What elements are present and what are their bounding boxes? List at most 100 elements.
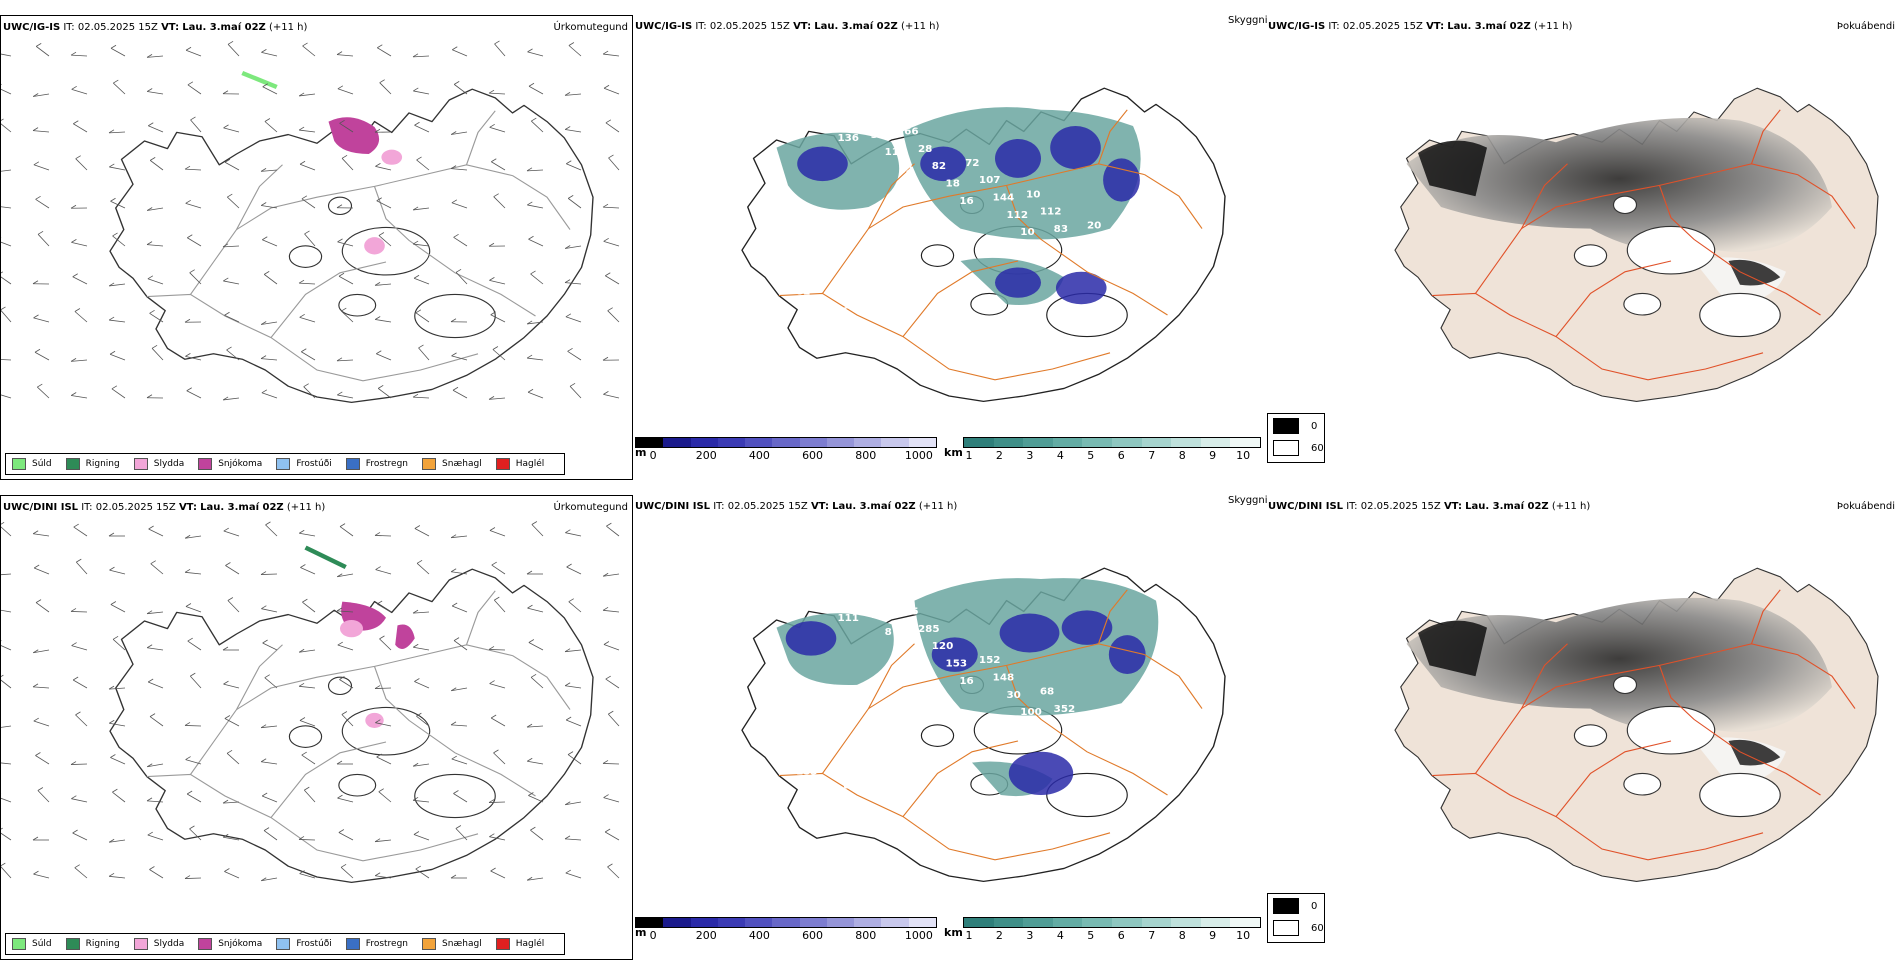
cloud-base-value: 101 — [777, 102, 799, 113]
legend-swatch — [12, 938, 26, 950]
wind-barb — [75, 312, 87, 322]
wind-barb — [489, 802, 505, 803]
cloud-base-value: 11 — [857, 593, 871, 604]
cloud-base-value: 86 — [843, 781, 857, 792]
panel-title-2b: UWC/DINI ISL IT: 02.05.2025 15Z VT: Lau.… — [635, 501, 957, 512]
colorbar-tick-label: 4 — [1057, 929, 1064, 942]
colorbar-segment — [718, 918, 745, 927]
wind-barb — [565, 839, 581, 840]
legend-swatch — [66, 938, 80, 950]
precip-legend-item: Slydda — [134, 458, 184, 470]
wind-barb-flag — [73, 677, 78, 680]
wind-barb-flag — [152, 345, 157, 348]
wind-barb-flag — [609, 155, 614, 158]
wind-barb-flag — [228, 597, 233, 600]
cloud-base-value: 74 — [1081, 259, 1095, 270]
colorbar-tick-label: 200 — [696, 449, 717, 462]
wind-barb — [224, 871, 239, 878]
wind-barb — [188, 85, 201, 94]
cloud-map-1: 1011361216107484961191811277284638821448… — [633, 15, 1266, 480]
glacier-outline — [1627, 226, 1714, 274]
cloud-base-value: 16 — [959, 196, 973, 207]
wind-barb-flag — [34, 315, 39, 318]
wind-barb-flag — [186, 47, 191, 50]
colorbar-segment — [1201, 918, 1231, 927]
colorbar-tick-label: 9 — [1209, 449, 1216, 462]
wind-barb — [608, 714, 619, 726]
wind-barb — [109, 320, 125, 322]
colorbar-segment — [994, 438, 1024, 447]
wind-barb-flag — [1, 307, 6, 310]
cloud-base-value: 82 — [932, 161, 946, 172]
wind-barb — [491, 871, 505, 878]
wind-barb-flag — [36, 43, 41, 46]
wind-barb-flag — [569, 599, 574, 602]
legend-swatch — [276, 938, 290, 950]
wind-barb — [38, 234, 49, 246]
wind-barb-flag — [605, 829, 610, 832]
cloud-base-value: 68 — [1040, 687, 1054, 698]
precip-type-panel-1: UWC/IG-IS IT: 02.05.2025 15Z VT: Lau. 3.… — [0, 15, 633, 480]
wind-barb-flag — [185, 569, 190, 572]
wind-barb-flag — [224, 868, 229, 871]
wind-barb-flag — [490, 528, 495, 531]
wind-barb-flag — [36, 196, 41, 199]
colorbar-segment — [1082, 918, 1112, 927]
wind-barb — [603, 54, 619, 56]
wind-barb — [148, 835, 163, 840]
cloud-base-value: 96 — [824, 116, 838, 127]
wind-barb-flag — [33, 531, 38, 534]
wind-barb — [110, 354, 125, 360]
cloud-base-value: 10 — [1026, 190, 1040, 201]
precip-area-sleet — [364, 237, 385, 254]
wind-barb-flag — [527, 571, 532, 574]
wind-barb — [603, 394, 619, 398]
wind-barb — [151, 564, 163, 574]
wind-barb-flag — [451, 875, 456, 878]
wind-barb-flag — [147, 798, 152, 801]
colorbar-segment — [964, 438, 994, 447]
wind-barb-flag — [377, 45, 382, 48]
precip-type-map-2 — [1, 496, 634, 961]
wind-barb-flag — [113, 80, 118, 83]
wind-barb — [300, 567, 315, 574]
wind-barb — [38, 790, 49, 802]
wind-barb-flag — [337, 52, 342, 55]
legend-label: Súld — [32, 939, 52, 949]
wind-barb — [33, 131, 49, 132]
wind-barb — [261, 609, 277, 612]
wind-barb-flag — [566, 314, 571, 317]
legend-label: Frostúði — [296, 939, 331, 949]
wind-barb-flag — [603, 607, 608, 610]
colorbar-tick-label: 400 — [749, 449, 770, 462]
colorbar-strip — [635, 917, 937, 928]
colorbar-segment — [663, 438, 690, 447]
wind-barb-flag — [147, 88, 152, 91]
wind-barb — [73, 277, 87, 284]
wind-barb — [453, 390, 467, 398]
wind-barb — [1, 206, 11, 208]
cloud-base-value: 152 — [979, 655, 1001, 666]
wind-barb — [191, 120, 201, 132]
colorbar-segment — [636, 438, 663, 447]
wind-barb-flag — [111, 601, 116, 604]
wind-barb — [71, 55, 87, 56]
wind-barb-flag — [224, 528, 229, 531]
colorbar-tick-label: 7 — [1148, 449, 1155, 462]
colorbar-strip — [963, 917, 1261, 928]
wind-barb-flag — [34, 162, 39, 165]
wind-barb-flag — [1, 675, 3, 678]
wind-barb — [570, 386, 581, 398]
wind-barb-flag — [186, 604, 191, 607]
glacier-outline — [1574, 725, 1606, 747]
wind-barb-flag — [603, 391, 608, 394]
map-layer — [110, 548, 593, 883]
wind-barb — [1, 393, 11, 398]
low-cloud-area — [1109, 635, 1146, 674]
wind-barb — [152, 348, 163, 360]
wind-barb-flag — [605, 273, 610, 276]
legend-swatch — [198, 938, 212, 950]
